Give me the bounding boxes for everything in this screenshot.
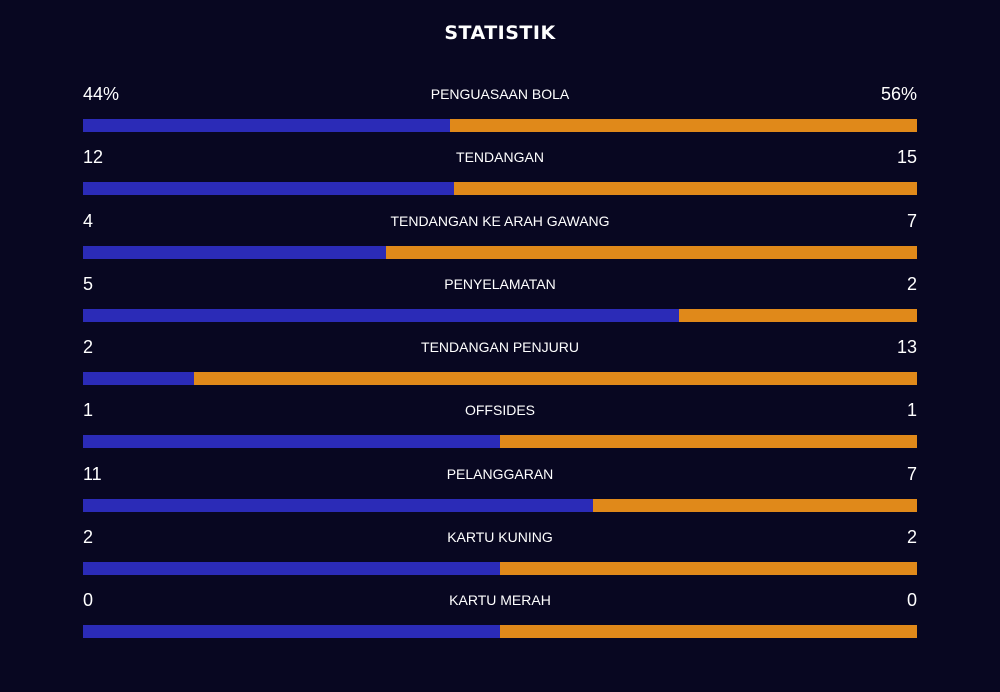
stat-comparison-bar (83, 625, 917, 639)
stat-home-value: 2 (83, 527, 94, 548)
stat-row: TENDANGAN 12 15 (83, 145, 917, 208)
stat-bar-away (678, 308, 917, 322)
stat-bar-home (83, 625, 500, 639)
stat-away-value: 7 (906, 463, 917, 484)
stat-away-value: 2 (906, 527, 917, 548)
stat-away-value: 13 (896, 337, 917, 358)
stat-header: TENDANGAN PENJURU 2 13 (83, 335, 917, 359)
stat-home-value: 1 (83, 400, 94, 421)
stat-row: PENYELAMATAN 5 2 (83, 272, 917, 335)
stat-bar-away (449, 119, 917, 132)
stat-label: KARTU KUNING (447, 529, 553, 546)
stat-comparison-bar (83, 498, 917, 512)
stat-home-value: 2 (83, 337, 94, 358)
stat-bar-away (500, 562, 917, 576)
stat-header: TENDANGAN 12 15 (83, 145, 917, 169)
stat-row: OFFSIDES 1 1 (83, 398, 917, 461)
stat-bar-away (194, 372, 917, 386)
stat-comparison-bar (83, 119, 917, 132)
stat-bar-home (83, 562, 500, 576)
stat-comparison-bar (83, 245, 917, 259)
stat-comparison-bar (83, 562, 917, 576)
stat-header: PENGUASAAN BOLA 44% 56% (83, 82, 917, 106)
stat-label: OFFSIDES (464, 402, 535, 419)
stat-row: PELANGGARAN 11 7 (83, 462, 917, 525)
stat-comparison-bar (83, 372, 917, 386)
stat-row: KARTU KUNING 2 2 (83, 525, 917, 588)
stat-bar-home (83, 182, 454, 196)
stat-row: PENGUASAAN BOLA 44% 56% (83, 82, 917, 145)
stat-away-value: 7 (906, 210, 917, 231)
stat-bar-away (592, 498, 917, 512)
stat-away-value: 15 (896, 147, 917, 168)
stat-header: OFFSIDES 1 1 (83, 398, 917, 422)
stat-row: TENDANGAN KE ARAH GAWANG 4 7 (83, 209, 917, 272)
stat-label: TENDANGAN KE ARAH GAWANG (390, 212, 610, 229)
stat-comparison-bar (83, 435, 917, 449)
stat-home-value: 5 (83, 273, 94, 294)
stat-home-value: 44% (83, 84, 120, 104)
stat-away-value: 0 (906, 590, 917, 611)
stat-bar-home (83, 435, 500, 449)
stat-header: PELANGGARAN 11 7 (83, 462, 917, 486)
stat-label: TENDANGAN (456, 149, 544, 166)
stat-bar-home (83, 119, 450, 132)
stat-header: KARTU KUNING 2 2 (83, 525, 917, 549)
stat-header: TENDANGAN KE ARAH GAWANG 4 7 (83, 209, 917, 233)
stat-bar-home (83, 498, 593, 512)
stat-bar-home (83, 308, 679, 322)
stat-header: PENYELAMATAN 5 2 (83, 272, 917, 296)
stat-label: PELANGGARAN (446, 465, 554, 482)
stat-bar-away (386, 245, 917, 259)
stat-home-value: 4 (83, 210, 94, 231)
stat-away-value: 1 (906, 400, 917, 421)
stat-bar-away (453, 182, 917, 196)
stats-list: PENGUASAAN BOLA 44% 56% TENDANGAN 12 15 TENDAN… (83, 82, 917, 652)
stat-away-value: 56% (880, 84, 917, 104)
stat-row: TENDANGAN PENJURU 2 13 (83, 335, 917, 398)
stat-label: PENYELAMATAN (444, 275, 556, 292)
stat-comparison-bar (83, 308, 917, 322)
stat-home-value: 11 (83, 463, 102, 484)
stat-home-value: 12 (83, 147, 104, 168)
stat-away-value: 2 (906, 273, 917, 294)
stat-label: TENDANGAN PENJURU (421, 339, 579, 356)
page-title: STATISTIK (444, 22, 556, 44)
stat-row: KARTU MERAH 0 0 (83, 588, 917, 651)
stat-comparison-bar (83, 182, 917, 196)
stat-bar-away (500, 435, 917, 449)
stat-bar-away (500, 625, 917, 639)
stat-label: PENGUASAAN BOLA (430, 86, 570, 102)
stat-header: KARTU MERAH 0 0 (83, 588, 917, 612)
stat-label: KARTU MERAH (449, 592, 551, 609)
stat-bar-home (83, 372, 195, 386)
stat-home-value: 0 (83, 590, 94, 611)
stat-bar-home (83, 245, 387, 259)
